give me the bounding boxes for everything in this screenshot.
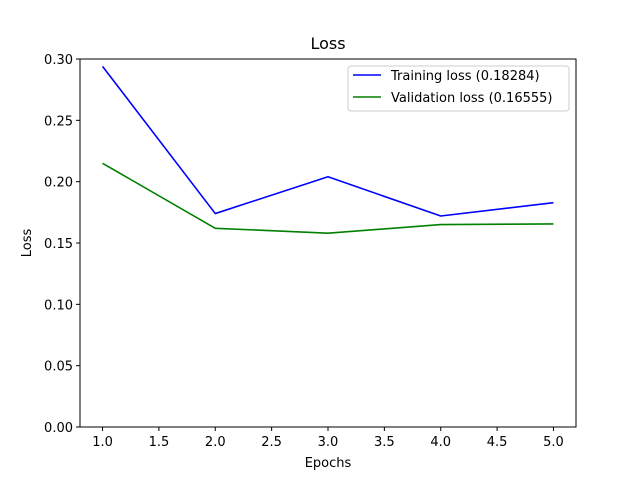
series-line-training (101, 65, 554, 217)
y-axis-label: Loss (20, 229, 35, 258)
x-tick-label: 3.0 (318, 435, 339, 450)
series-line-validation (102, 162, 554, 234)
x-tick-label: 1.5 (149, 435, 170, 450)
y-tick-label: 0.15 (44, 237, 73, 252)
y-axis: 0.00 0.05 0.10 0.15 0.20 0.25 0.30 (44, 53, 80, 436)
y-tick-label: 0.25 (44, 114, 73, 129)
y-tick-label: 0.20 (44, 176, 73, 191)
legend-entry: Training loss (0.18284) (390, 69, 540, 84)
legend-box (347, 65, 570, 112)
x-tick-label: 4.0 (430, 435, 451, 450)
x-tick-label: 4.5 (487, 435, 508, 450)
plot-frame (79, 58, 577, 428)
y-tick-label: 0.30 (44, 53, 73, 68)
x-tick-label: 1.0 (92, 435, 113, 450)
x-axis: 1.0 1.5 2.0 2.5 3.0 3.5 4.0 4.5 5.0 (92, 427, 564, 450)
legend-entry: Validation loss (0.16555) (391, 91, 552, 106)
x-axis-label: Epochs (305, 456, 352, 471)
x-tick-label: 2.0 (205, 435, 226, 450)
y-tick-label: 0.00 (44, 421, 73, 436)
series-lines (101, 65, 554, 234)
x-tick-label: 5.0 (543, 435, 564, 450)
x-tick-label: 3.5 (374, 435, 395, 450)
legend: Training loss (0.18284) Validation loss (… (347, 65, 570, 112)
x-tick-label: 2.5 (261, 435, 282, 450)
chart-title: Loss (310, 34, 345, 53)
y-tick-label: 0.05 (44, 360, 73, 375)
y-tick-label: 0.10 (44, 298, 73, 313)
